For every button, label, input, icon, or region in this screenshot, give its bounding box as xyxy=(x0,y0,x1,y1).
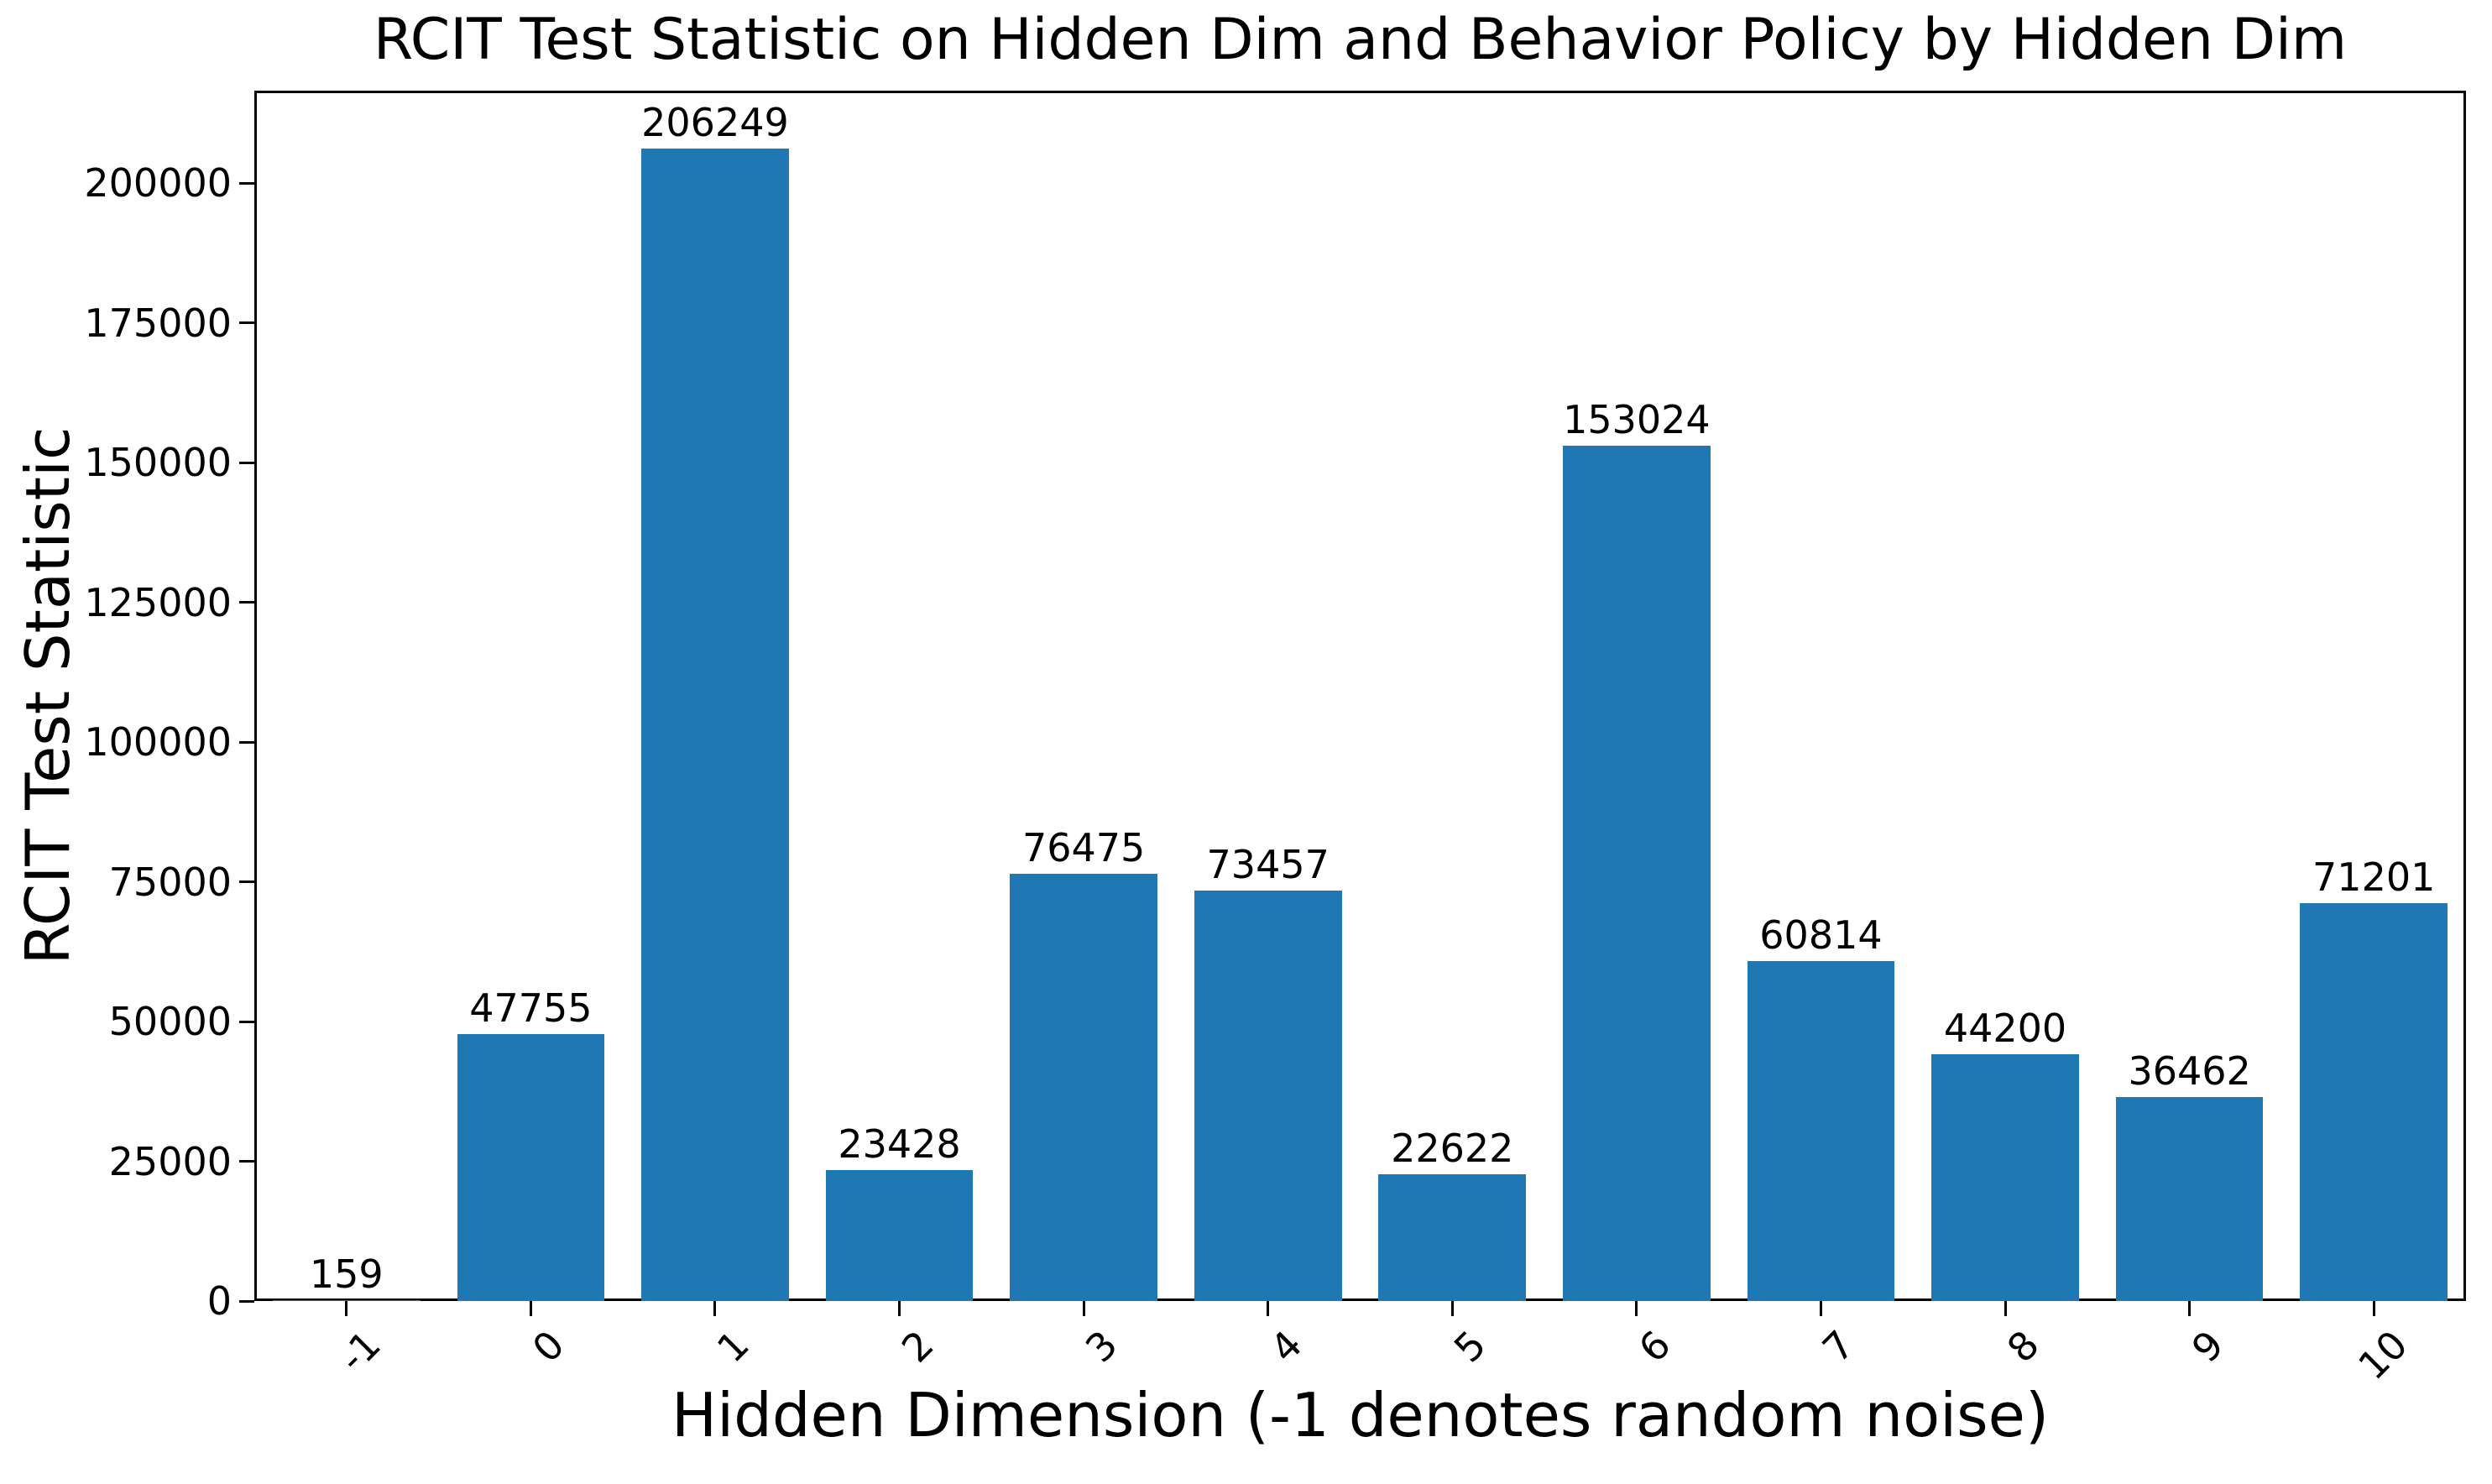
x-tick xyxy=(1450,1301,1454,1316)
chart-title: RCIT Test Statistic on Hidden Dim and Be… xyxy=(373,7,2348,73)
y-tick-label: 100000 xyxy=(84,719,232,766)
x-tick xyxy=(1267,1301,1270,1316)
y-tick xyxy=(239,601,254,604)
plot-area xyxy=(254,91,2466,1301)
bar-value-label: 44200 xyxy=(1943,1005,2067,1051)
x-tick xyxy=(345,1301,348,1316)
bar xyxy=(825,1170,974,1301)
x-tick xyxy=(529,1301,532,1316)
bar xyxy=(2300,902,2448,1301)
x-tick xyxy=(2372,1301,2375,1316)
y-tick xyxy=(239,461,254,464)
bar-value-label: 153024 xyxy=(1563,397,1711,443)
bar-value-label: 76475 xyxy=(1021,824,1146,870)
bar xyxy=(641,148,789,1301)
x-tick xyxy=(713,1301,717,1316)
x-tick xyxy=(1635,1301,1638,1316)
x-axis-label: Hidden Dimension (-1 denotes random nois… xyxy=(671,1380,2050,1450)
x-tick xyxy=(898,1301,901,1316)
bar-value-label: 206249 xyxy=(641,99,789,145)
x-tick xyxy=(2188,1301,2192,1316)
y-tick-label: 0 xyxy=(206,1278,232,1324)
bar xyxy=(2115,1097,2264,1301)
y-tick xyxy=(239,181,254,185)
y-tick xyxy=(239,1160,254,1163)
y-tick-label: 75000 xyxy=(108,859,232,905)
bar xyxy=(1378,1174,1527,1301)
bar-value-label: 73457 xyxy=(1206,841,1330,887)
bar xyxy=(1563,446,1711,1301)
y-tick xyxy=(239,1020,254,1023)
y-tick xyxy=(239,880,254,884)
bar-value-label: 60814 xyxy=(1759,912,1883,959)
y-tick xyxy=(239,321,254,325)
y-tick-label: 150000 xyxy=(84,440,232,486)
y-tick-label: 125000 xyxy=(84,579,232,625)
x-tick xyxy=(1819,1301,1822,1316)
bar xyxy=(1931,1053,2079,1301)
bar xyxy=(272,1299,421,1301)
bar-value-label: 159 xyxy=(309,1251,384,1297)
bar xyxy=(1194,890,1342,1301)
bar-value-label: 22622 xyxy=(1391,1126,1514,1172)
bar xyxy=(457,1034,605,1301)
x-tick xyxy=(2004,1301,2007,1316)
y-tick-label: 50000 xyxy=(108,999,232,1045)
y-tick xyxy=(239,740,254,744)
bar xyxy=(1010,873,1157,1301)
x-tick xyxy=(1082,1301,1085,1316)
bar xyxy=(1747,961,1895,1301)
bar-value-label: 47755 xyxy=(469,985,593,1032)
bar-value-label: 71201 xyxy=(2312,854,2436,900)
y-tick-label: 200000 xyxy=(84,160,232,206)
y-tick-label: 175000 xyxy=(84,300,232,346)
bar-value-label: 23428 xyxy=(838,1121,961,1167)
y-tick-label: 25000 xyxy=(108,1138,232,1184)
bar-value-label: 36462 xyxy=(2128,1048,2251,1095)
y-tick xyxy=(239,1299,254,1303)
